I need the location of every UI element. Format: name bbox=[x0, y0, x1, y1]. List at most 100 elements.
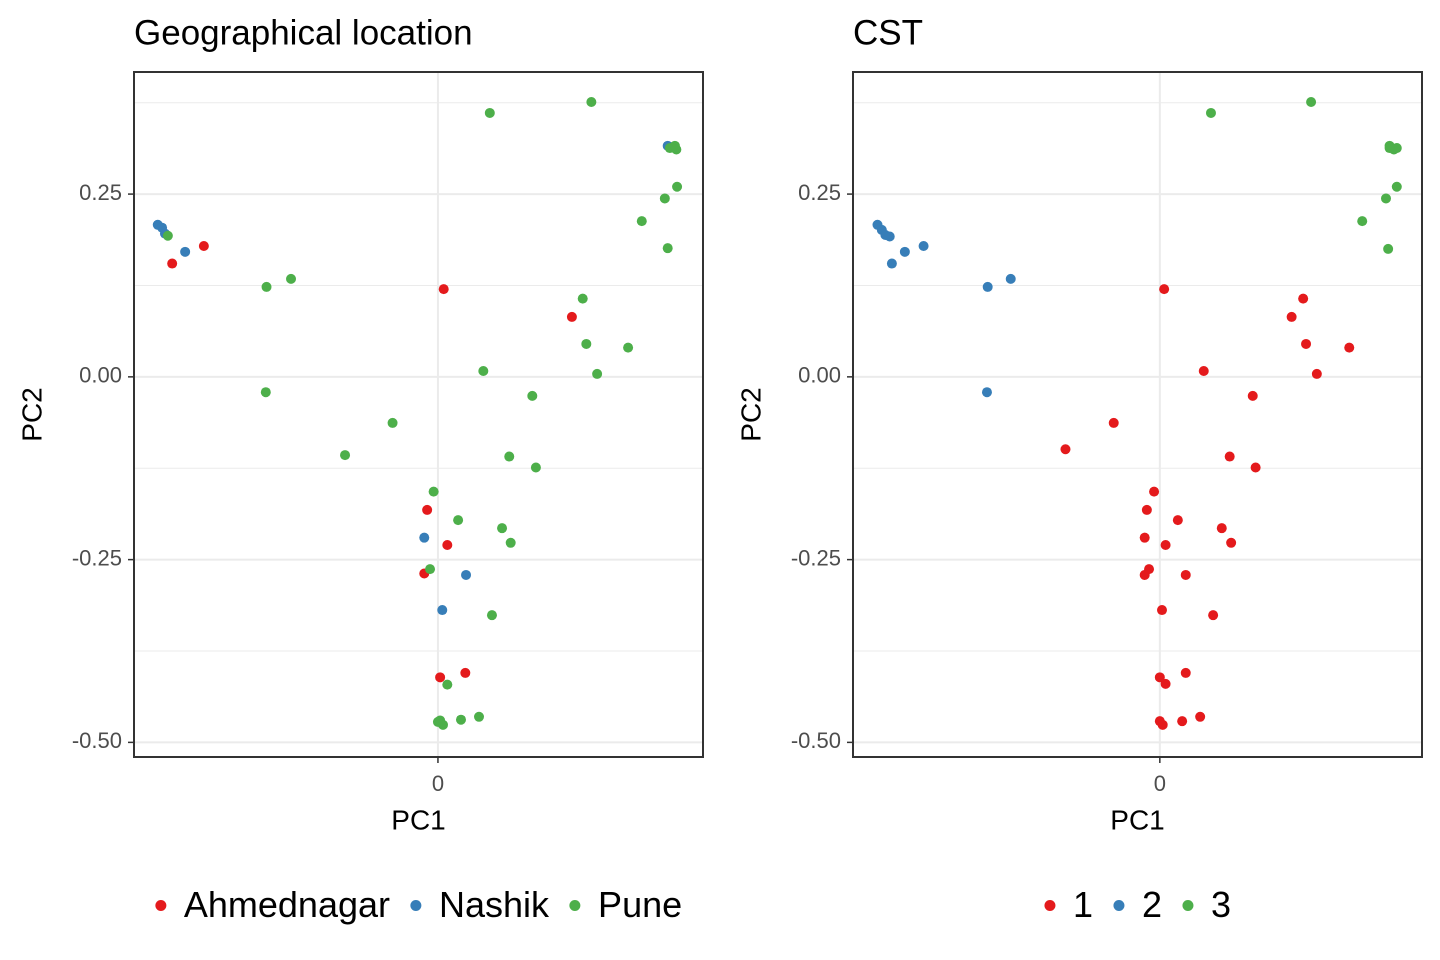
point bbox=[1180, 569, 1191, 580]
point bbox=[577, 293, 588, 304]
legend-label: 2 bbox=[1141, 884, 1163, 925]
point bbox=[428, 486, 439, 497]
point bbox=[425, 564, 436, 575]
point bbox=[478, 366, 489, 377]
legend-marker bbox=[410, 899, 422, 911]
point bbox=[474, 711, 485, 722]
point bbox=[1157, 719, 1168, 730]
point bbox=[636, 216, 647, 227]
point bbox=[435, 672, 446, 683]
point bbox=[586, 96, 597, 107]
legend-item: Ahmednagar bbox=[154, 884, 391, 926]
y-tick-label: -0.50 bbox=[72, 728, 122, 753]
point bbox=[486, 610, 497, 621]
point bbox=[1224, 451, 1235, 462]
point bbox=[566, 311, 577, 322]
point bbox=[1172, 515, 1183, 526]
plot-border bbox=[133, 71, 704, 758]
point bbox=[918, 240, 929, 251]
point bbox=[442, 679, 453, 690]
point bbox=[886, 258, 897, 269]
point bbox=[1247, 390, 1258, 401]
point bbox=[461, 569, 472, 580]
point bbox=[1060, 444, 1071, 455]
point bbox=[672, 181, 683, 192]
point bbox=[453, 515, 464, 526]
y-tick-label: -0.50 bbox=[791, 728, 841, 753]
point bbox=[1159, 284, 1170, 295]
legend-label: 3 bbox=[1211, 884, 1232, 925]
point bbox=[669, 140, 680, 151]
chart-title: Geographical location bbox=[134, 13, 473, 52]
point bbox=[1250, 462, 1261, 473]
point bbox=[1149, 486, 1160, 497]
point bbox=[1384, 143, 1395, 154]
point bbox=[1139, 569, 1150, 580]
point bbox=[1160, 539, 1171, 550]
point bbox=[198, 240, 209, 251]
point bbox=[504, 451, 515, 462]
legend-label: Ahmednagar bbox=[183, 884, 391, 925]
point bbox=[1198, 366, 1209, 377]
x-tick-label: 0 bbox=[432, 771, 444, 796]
point bbox=[432, 716, 443, 727]
y-tick-label: -0.25 bbox=[791, 545, 841, 570]
point bbox=[455, 714, 466, 725]
y-axis-label: PC2 bbox=[16, 387, 47, 441]
point bbox=[530, 462, 541, 473]
point bbox=[340, 450, 351, 461]
legend: Ahmednagar Nashik Pune bbox=[145, 884, 692, 926]
legend-item: Pune bbox=[569, 884, 682, 926]
point bbox=[419, 532, 430, 543]
point bbox=[1391, 181, 1402, 192]
point bbox=[1160, 678, 1171, 689]
point bbox=[260, 387, 271, 398]
legend-item: 2 bbox=[1112, 884, 1163, 926]
point bbox=[1357, 216, 1368, 227]
legend-label: Nashik bbox=[439, 884, 550, 925]
legend-marker bbox=[154, 899, 166, 911]
point bbox=[1286, 311, 1297, 322]
legend-marker bbox=[1112, 899, 1124, 911]
point bbox=[1005, 273, 1016, 284]
point bbox=[1154, 672, 1165, 683]
point bbox=[884, 231, 895, 242]
point bbox=[1205, 107, 1216, 118]
point bbox=[497, 523, 508, 534]
point bbox=[286, 273, 297, 284]
point bbox=[1195, 711, 1206, 722]
point bbox=[1139, 532, 1150, 543]
legend-marker bbox=[569, 899, 581, 911]
x-axis-label: PC1 bbox=[391, 804, 445, 835]
point bbox=[1177, 716, 1188, 727]
x-axis-label: PC1 bbox=[1110, 804, 1164, 835]
point bbox=[438, 284, 449, 295]
point bbox=[899, 246, 910, 257]
point bbox=[623, 342, 634, 353]
point bbox=[982, 281, 993, 292]
legend: 1 2 3 bbox=[1034, 884, 1241, 926]
point bbox=[387, 417, 398, 428]
point bbox=[981, 387, 992, 398]
point bbox=[162, 230, 173, 241]
legend-label: Pune bbox=[598, 884, 683, 925]
point bbox=[1380, 193, 1391, 204]
point bbox=[261, 281, 272, 292]
legend-item: 1 bbox=[1043, 884, 1093, 926]
point bbox=[442, 539, 453, 550]
point bbox=[167, 258, 178, 269]
y-tick-label: -0.25 bbox=[72, 545, 122, 570]
plot-border bbox=[852, 71, 1423, 758]
point bbox=[437, 605, 448, 616]
point bbox=[659, 193, 670, 204]
point bbox=[1226, 537, 1237, 548]
point bbox=[527, 390, 538, 401]
point bbox=[1141, 504, 1152, 515]
y-tick-label: 0.00 bbox=[798, 363, 841, 388]
legend-marker bbox=[1043, 899, 1055, 911]
point bbox=[1383, 243, 1394, 254]
point bbox=[662, 243, 673, 254]
point bbox=[422, 504, 433, 515]
legend-label: 1 bbox=[1072, 884, 1093, 925]
point bbox=[1311, 368, 1322, 379]
